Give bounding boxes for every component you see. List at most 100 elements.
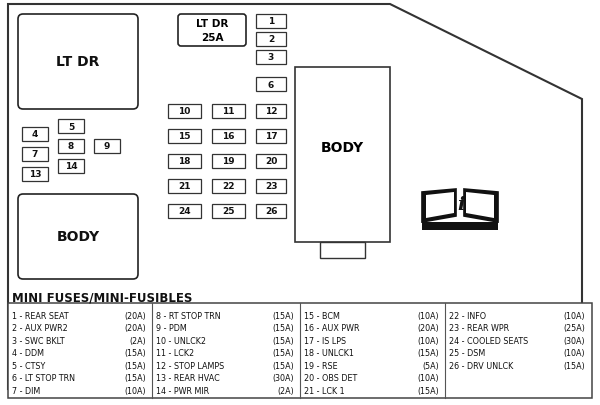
Bar (58, 160, 84, 174)
Polygon shape (426, 192, 454, 218)
Text: (20A): (20A) (124, 311, 146, 320)
Text: (2A): (2A) (129, 336, 146, 345)
Text: 6: 6 (268, 80, 274, 89)
Text: (10A): (10A) (563, 349, 585, 358)
Text: (15A): (15A) (563, 361, 585, 370)
Polygon shape (8, 5, 582, 389)
Bar (58, 120, 84, 134)
Text: 2 - AUX PWR2: 2 - AUX PWR2 (12, 324, 68, 333)
Text: 18: 18 (178, 157, 191, 166)
Text: 22: 22 (222, 182, 235, 191)
FancyBboxPatch shape (18, 194, 138, 279)
Text: (10A): (10A) (418, 311, 439, 320)
Bar (295, 68, 390, 243)
Text: (10A): (10A) (563, 311, 585, 320)
Text: 10: 10 (178, 107, 191, 116)
Text: (10A): (10A) (124, 386, 146, 395)
Text: 20 - OBS DET: 20 - OBS DET (304, 373, 357, 383)
Text: 1: 1 (268, 17, 274, 26)
Text: 19: 19 (222, 157, 235, 166)
Text: 13: 13 (29, 170, 41, 179)
Text: (15A): (15A) (417, 386, 439, 395)
Text: 25 - DSM: 25 - DSM (449, 349, 485, 358)
Text: 5 - CTSY: 5 - CTSY (12, 361, 45, 370)
Text: 26: 26 (265, 207, 277, 216)
Text: 23 - REAR WPR: 23 - REAR WPR (449, 324, 509, 333)
Text: 16 - AUX PWR: 16 - AUX PWR (304, 324, 359, 333)
Text: (15A): (15A) (272, 311, 294, 320)
Text: (15A): (15A) (272, 349, 294, 358)
Text: 1 - REAR SEAT: 1 - REAR SEAT (12, 311, 68, 320)
Text: (10A): (10A) (418, 373, 439, 383)
Bar (168, 205, 201, 218)
Text: 12: 12 (265, 107, 277, 116)
Text: 25A: 25A (201, 33, 223, 43)
Text: (30A): (30A) (272, 373, 294, 383)
Text: (20A): (20A) (417, 324, 439, 333)
Text: 9 - PDM: 9 - PDM (156, 324, 187, 333)
Bar (256, 205, 286, 218)
Text: 12 - STOP LAMPS: 12 - STOP LAMPS (156, 361, 224, 370)
Text: 21: 21 (178, 182, 191, 191)
Text: MINI FUSES/MINI-FUSIBLES: MINI FUSES/MINI-FUSIBLES (12, 291, 193, 304)
Text: (10A): (10A) (418, 336, 439, 345)
Text: 5: 5 (68, 122, 74, 131)
Text: 4: 4 (32, 130, 38, 139)
Text: 3: 3 (268, 53, 274, 62)
Bar (212, 105, 245, 119)
Text: 7: 7 (32, 150, 38, 159)
Bar (8, 303, 592, 398)
Text: 18 - UNLCK1: 18 - UNLCK1 (304, 349, 354, 358)
Bar (22, 168, 48, 181)
Text: 23: 23 (265, 182, 277, 191)
Text: (2A): (2A) (277, 386, 294, 395)
Bar (256, 179, 286, 194)
Bar (256, 51, 286, 65)
Bar (168, 155, 201, 168)
Text: 11 - LCK2: 11 - LCK2 (156, 349, 194, 358)
Text: 2: 2 (268, 35, 274, 45)
Text: 14: 14 (65, 162, 77, 171)
Text: (20A): (20A) (124, 324, 146, 333)
Text: 8 - RT STOP TRN: 8 - RT STOP TRN (156, 311, 221, 320)
Text: 16: 16 (222, 132, 235, 141)
FancyBboxPatch shape (178, 15, 246, 47)
Text: 7 - DIM: 7 - DIM (12, 386, 40, 395)
Bar (256, 130, 286, 144)
Text: (5A): (5A) (422, 361, 439, 370)
Bar (212, 205, 245, 218)
Polygon shape (464, 190, 498, 222)
Text: 15: 15 (178, 132, 191, 141)
Text: 10 - UNLCK2: 10 - UNLCK2 (156, 336, 206, 345)
Bar (212, 155, 245, 168)
Bar (256, 105, 286, 119)
Text: BODY: BODY (320, 141, 364, 155)
Text: 26 - DRV UNLCK: 26 - DRV UNLCK (449, 361, 513, 370)
Text: 3 - SWC BKLT: 3 - SWC BKLT (12, 336, 65, 345)
Text: 13 - REAR HVAC: 13 - REAR HVAC (156, 373, 220, 383)
Polygon shape (422, 190, 456, 222)
Text: LT DR: LT DR (56, 55, 100, 69)
Text: (30A): (30A) (563, 336, 585, 345)
Text: 4 - DDM: 4 - DDM (12, 349, 44, 358)
Text: (15A): (15A) (124, 373, 146, 383)
Text: (25A): (25A) (563, 324, 585, 333)
Text: 6 - LT STOP TRN: 6 - LT STOP TRN (12, 373, 75, 383)
Bar (22, 128, 48, 142)
Text: 8: 8 (68, 142, 74, 151)
Bar (58, 140, 84, 153)
Text: (15A): (15A) (124, 349, 146, 358)
Text: 11: 11 (222, 107, 235, 116)
Bar (256, 78, 286, 92)
Bar (168, 130, 201, 144)
Bar (168, 105, 201, 119)
Bar (256, 33, 286, 47)
Text: 22 - INFO: 22 - INFO (449, 311, 486, 320)
Bar (422, 222, 498, 230)
Text: 17: 17 (265, 132, 277, 141)
Text: 24: 24 (178, 207, 191, 216)
Text: 21 - LCK 1: 21 - LCK 1 (304, 386, 344, 395)
Text: 9: 9 (104, 142, 110, 151)
Text: 25: 25 (222, 207, 235, 216)
Text: BODY: BODY (56, 230, 100, 243)
